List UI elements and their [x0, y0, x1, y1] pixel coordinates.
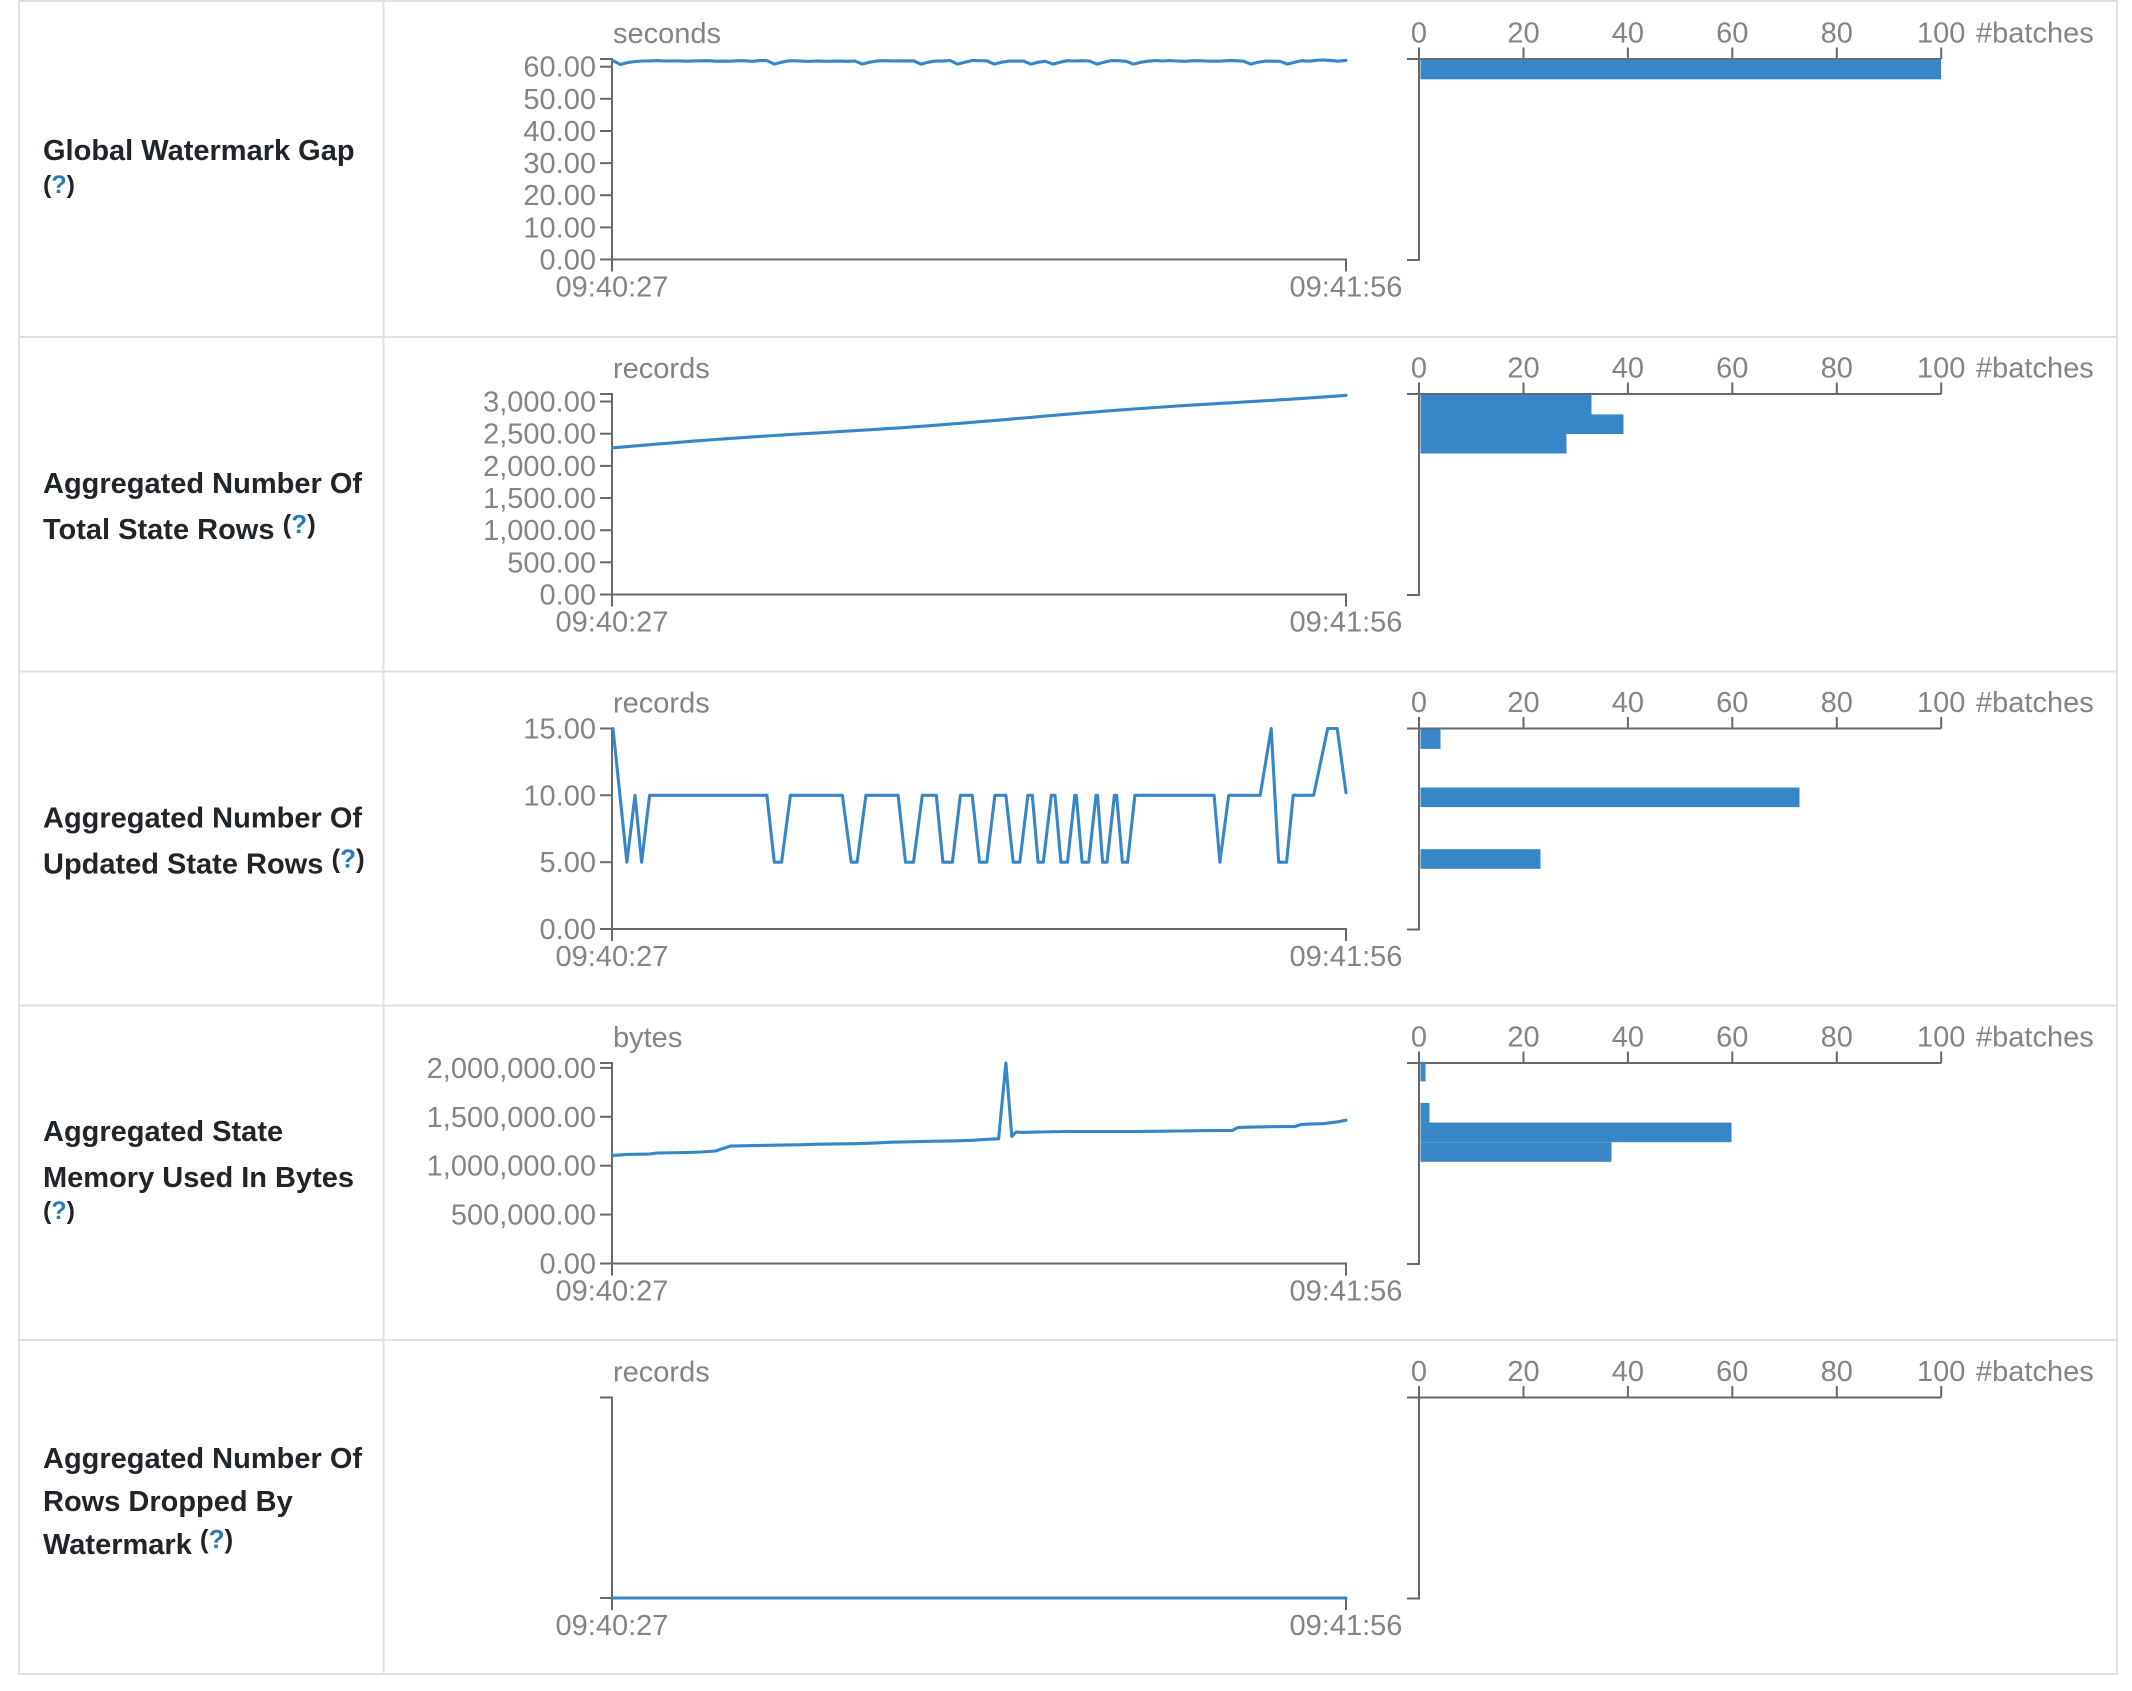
- svg-text:500,000.00: 500,000.00: [451, 1200, 596, 1232]
- svg-text:100: 100: [1917, 1022, 1965, 1054]
- svg-text:1,000.00: 1,000.00: [483, 515, 596, 547]
- svg-text:80: 80: [1821, 353, 1853, 385]
- svg-text:records: records: [613, 1357, 710, 1389]
- svg-text:0.00: 0.00: [540, 580, 596, 612]
- svg-text:Memory Used In Bytes: Memory Used In Bytes: [43, 1162, 354, 1194]
- svg-text:0.00: 0.00: [540, 1249, 596, 1281]
- svg-text:Aggregated Number Of: Aggregated Number Of: [43, 803, 362, 835]
- svg-text:0: 0: [1411, 18, 1427, 50]
- svg-text:0: 0: [1411, 687, 1427, 719]
- svg-text:Rows Dropped By: Rows Dropped By: [43, 1486, 293, 1518]
- svg-text:20: 20: [1507, 353, 1539, 385]
- svg-text:Aggregated State: Aggregated State: [43, 1116, 283, 1148]
- svg-text:20: 20: [1507, 1356, 1539, 1388]
- svg-text:2,000,000.00: 2,000,000.00: [427, 1053, 596, 1085]
- svg-text:15.00: 15.00: [523, 714, 596, 746]
- svg-text:10.00: 10.00: [523, 780, 596, 812]
- svg-text:records: records: [613, 353, 710, 385]
- svg-text:Aggregated Number Of: Aggregated Number Of: [43, 1443, 362, 1475]
- svg-text:20.00: 20.00: [523, 180, 596, 212]
- svg-text:0: 0: [1411, 353, 1427, 385]
- svg-text:09:41:56: 09:41:56: [1290, 1276, 1403, 1308]
- svg-text:10.00: 10.00: [523, 212, 596, 244]
- svg-text:0.00: 0.00: [540, 914, 596, 946]
- svg-text:2,000.00: 2,000.00: [483, 451, 596, 483]
- svg-text:0.00: 0.00: [540, 245, 596, 277]
- svg-text:60: 60: [1716, 353, 1748, 385]
- svg-text:09:40:27: 09:40:27: [556, 607, 669, 639]
- svg-text:40: 40: [1612, 1356, 1644, 1388]
- svg-text:60: 60: [1716, 1022, 1748, 1054]
- svg-text:5.00: 5.00: [540, 847, 596, 879]
- svg-text:Total State Rows (?): Total State Rows (?): [43, 509, 316, 546]
- svg-text:(?): (?): [43, 1197, 75, 1225]
- svg-text:09:40:27: 09:40:27: [556, 941, 669, 973]
- svg-text:30.00: 30.00: [523, 148, 596, 180]
- svg-text:20: 20: [1507, 18, 1539, 50]
- svg-text:60: 60: [1716, 18, 1748, 50]
- svg-text:(?): (?): [43, 171, 75, 199]
- svg-text:40: 40: [1612, 687, 1644, 719]
- svg-text:40: 40: [1612, 1022, 1644, 1054]
- svg-text:500.00: 500.00: [507, 547, 596, 579]
- svg-text:100: 100: [1917, 353, 1965, 385]
- svg-text:0: 0: [1411, 1356, 1427, 1388]
- svg-text:60.00: 60.00: [523, 52, 596, 84]
- svg-text:60: 60: [1716, 1356, 1748, 1388]
- svg-text:100: 100: [1917, 1356, 1965, 1388]
- svg-text:0: 0: [1411, 1022, 1427, 1054]
- svg-text:100: 100: [1917, 18, 1965, 50]
- svg-text:1,500,000.00: 1,500,000.00: [427, 1102, 596, 1134]
- svg-text:20: 20: [1507, 687, 1539, 719]
- svg-text:80: 80: [1821, 18, 1853, 50]
- svg-text:40: 40: [1612, 353, 1644, 385]
- svg-text:3,000.00: 3,000.00: [483, 387, 596, 419]
- svg-text:60: 60: [1716, 687, 1748, 719]
- svg-text:records: records: [613, 688, 710, 720]
- svg-text:09:41:56: 09:41:56: [1290, 272, 1403, 304]
- svg-text:1,500.00: 1,500.00: [483, 483, 596, 515]
- svg-text:Global Watermark Gap: Global Watermark Gap: [43, 135, 355, 167]
- svg-text:#batches: #batches: [1976, 1356, 2094, 1388]
- svg-text:20: 20: [1507, 1022, 1539, 1054]
- svg-text:Updated State Rows (?): Updated State Rows (?): [43, 844, 365, 881]
- svg-text:#batches: #batches: [1976, 687, 2094, 719]
- svg-text:09:40:27: 09:40:27: [556, 1610, 669, 1642]
- svg-text:80: 80: [1821, 1356, 1853, 1388]
- svg-text:100: 100: [1917, 687, 1965, 719]
- svg-text:80: 80: [1821, 687, 1853, 719]
- svg-text:09:41:56: 09:41:56: [1290, 607, 1403, 639]
- svg-text:09:40:27: 09:40:27: [556, 1276, 669, 1308]
- svg-text:#batches: #batches: [1976, 18, 2094, 50]
- svg-text:#batches: #batches: [1976, 353, 2094, 385]
- svg-text:Aggregated Number Of: Aggregated Number Of: [43, 468, 362, 500]
- svg-text:1,000,000.00: 1,000,000.00: [427, 1151, 596, 1183]
- svg-text:09:41:56: 09:41:56: [1290, 941, 1403, 973]
- svg-text:09:41:56: 09:41:56: [1290, 1610, 1403, 1642]
- svg-text:50.00: 50.00: [523, 84, 596, 116]
- svg-text:40: 40: [1612, 18, 1644, 50]
- svg-text:80: 80: [1821, 1022, 1853, 1054]
- svg-text:bytes: bytes: [613, 1022, 682, 1054]
- svg-text:40.00: 40.00: [523, 116, 596, 148]
- svg-text:#batches: #batches: [1976, 1022, 2094, 1054]
- svg-text:09:40:27: 09:40:27: [556, 272, 669, 304]
- svg-text:seconds: seconds: [613, 18, 721, 50]
- svg-text:2,500.00: 2,500.00: [483, 419, 596, 451]
